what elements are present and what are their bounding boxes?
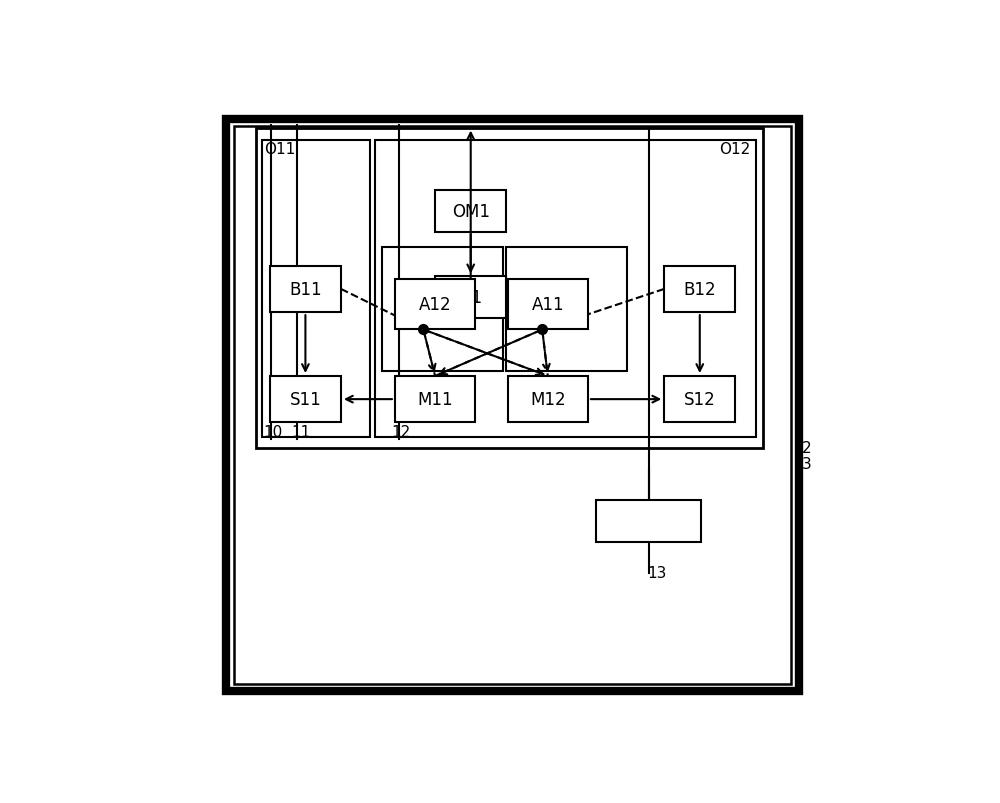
Bar bbox=[508, 377, 588, 423]
Bar bbox=[395, 279, 475, 330]
Bar bbox=[382, 248, 503, 372]
Text: 10: 10 bbox=[264, 425, 283, 439]
Text: 11: 11 bbox=[291, 425, 311, 439]
Bar bbox=[262, 141, 370, 438]
Text: OM1: OM1 bbox=[452, 202, 490, 220]
Text: A11: A11 bbox=[531, 296, 564, 314]
Text: 13: 13 bbox=[647, 565, 667, 580]
Bar bbox=[375, 141, 756, 438]
Bar bbox=[664, 377, 735, 423]
Bar bbox=[270, 267, 341, 312]
Bar bbox=[270, 377, 341, 423]
Text: C1: C1 bbox=[460, 289, 482, 307]
Text: O12: O12 bbox=[720, 141, 751, 157]
Text: M11: M11 bbox=[417, 390, 453, 409]
Text: B12: B12 bbox=[683, 280, 716, 299]
Text: 2: 2 bbox=[802, 440, 812, 455]
Bar bbox=[664, 267, 735, 312]
Text: 3: 3 bbox=[802, 457, 812, 471]
Text: O11: O11 bbox=[264, 141, 295, 157]
Bar bbox=[256, 128, 763, 449]
Text: 12: 12 bbox=[392, 425, 411, 439]
Bar bbox=[506, 248, 627, 372]
Text: B11: B11 bbox=[289, 280, 322, 299]
Bar bbox=[395, 377, 475, 423]
Text: S11: S11 bbox=[290, 390, 321, 409]
Bar bbox=[596, 501, 701, 543]
Text: S12: S12 bbox=[684, 390, 716, 409]
Bar bbox=[435, 190, 506, 232]
Text: A12: A12 bbox=[419, 296, 451, 314]
Bar bbox=[508, 279, 588, 330]
Text: M12: M12 bbox=[530, 390, 566, 409]
Bar bbox=[435, 277, 506, 319]
